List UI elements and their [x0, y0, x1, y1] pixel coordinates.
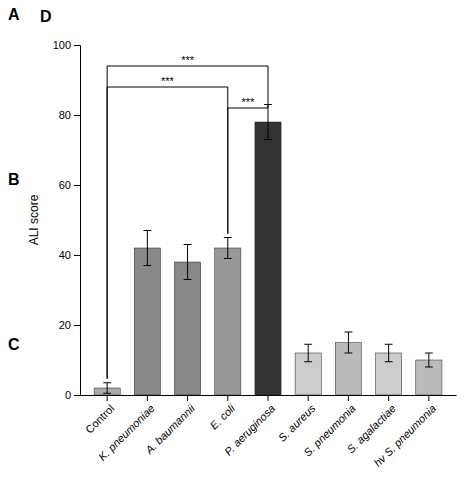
panel-label: B: [8, 171, 20, 188]
error-bar: [224, 238, 232, 259]
error-cap: [304, 344, 312, 345]
error-bar: [304, 344, 312, 362]
x-tick-label: A. baumannii: [142, 402, 197, 457]
y-tick-label: 0: [65, 389, 71, 401]
y-tick-label: 80: [59, 109, 71, 121]
y-tick-mark: [74, 45, 80, 46]
y-tick-label: 40: [59, 249, 71, 261]
error-cap: [103, 393, 111, 394]
x-tick-label: S. aureus: [276, 402, 318, 444]
error-cap: [224, 258, 232, 259]
x-tick-mark: [348, 395, 349, 401]
significance-label: ***: [161, 75, 175, 87]
bar: [134, 248, 160, 395]
significance: *** *** ***: [107, 54, 268, 379]
x-tick: hv S. pneumonia: [371, 395, 438, 469]
y-tick-label: 20: [59, 319, 71, 331]
x-tick-mark: [428, 395, 429, 401]
error-bar: [385, 344, 393, 362]
y-tick: 60: [59, 179, 80, 191]
error-cap: [345, 353, 353, 354]
bar: [175, 262, 201, 395]
panel-label: C: [8, 336, 20, 353]
y-axis-line: [74, 46, 81, 396]
y-tick: 0: [65, 389, 80, 401]
x-tick-mark: [187, 395, 188, 401]
bars: [94, 105, 442, 396]
x-tick-label: Control: [83, 402, 117, 436]
x-tick-mark: [107, 395, 108, 401]
error-bar: [143, 231, 151, 266]
x-tick-label: hv S. pneumonia: [371, 402, 438, 469]
y-tick-mark: [74, 115, 80, 116]
y-tick: 100: [53, 39, 80, 51]
chart: 0 20 40 60 80 100 ControlK. pneumoniaeA. bauma…: [0, 0, 476, 500]
x-axis: ControlK. pneumoniaeA. baumannii E. coliP…: [81, 395, 457, 469]
error-cap: [385, 361, 393, 362]
x-tick: S. aureus: [276, 395, 318, 444]
x-tick-label: K. pneumoniae: [96, 402, 157, 463]
error-stem: [107, 383, 108, 394]
x-tick-label: P. aeruginosa: [222, 402, 277, 457]
error-bar: [425, 353, 433, 367]
significance-label: ***: [241, 96, 255, 108]
error-stem: [268, 105, 269, 140]
error-stem: [308, 344, 309, 362]
error-stem: [428, 353, 429, 367]
y-tick-mark: [74, 255, 80, 256]
error-bar: [264, 105, 272, 140]
significance-bracket: [228, 101, 268, 234]
y-axis: 0 20 40 60 80 100: [53, 39, 81, 401]
y-tick-mark: [74, 395, 80, 396]
significance-bracket: [107, 66, 268, 379]
error-cap: [103, 382, 111, 383]
error-bar: [184, 245, 192, 280]
error-bar: [103, 383, 111, 394]
error-cap: [425, 367, 433, 368]
error-cap: [385, 344, 393, 345]
bar: [255, 122, 281, 395]
x-tick: A. baumannii: [142, 395, 197, 457]
x-tick-mark: [388, 395, 389, 401]
error-cap: [184, 244, 192, 245]
y-tick-mark: [74, 325, 80, 326]
y-tick-label: 100: [53, 39, 71, 51]
error-cap: [345, 332, 353, 333]
error-stem: [348, 332, 349, 353]
significance-label: ***: [181, 54, 195, 66]
x-tick-mark: [268, 395, 269, 401]
x-tick: P. aeruginosa: [222, 395, 277, 458]
error-stem: [147, 231, 148, 266]
y-tick: 80: [59, 109, 80, 121]
bar: [215, 248, 241, 395]
error-cap: [143, 265, 151, 266]
error-stem: [227, 238, 228, 259]
x-tick-mark: [227, 395, 228, 401]
error-cap: [304, 361, 312, 362]
y-tick-mark: [74, 185, 80, 186]
x-tick-mark: [308, 395, 309, 401]
y-tick: 40: [59, 249, 80, 261]
x-tick: Control: [83, 395, 117, 436]
y-tick: 20: [59, 319, 80, 331]
error-cap: [425, 353, 433, 354]
error-cap: [264, 139, 272, 140]
significance-bracket: [107, 87, 228, 379]
x-tick: E. coli: [207, 395, 237, 432]
x-tick-mark: [147, 395, 148, 401]
y-label: ALI score: [27, 194, 41, 245]
error-cap: [184, 279, 192, 280]
plot: 0 20 40 60 80 100 ControlK. pneumoniaeA. bauma…: [53, 39, 457, 469]
error-stem: [388, 344, 389, 362]
y-tick-label: 60: [59, 179, 71, 191]
error-bar: [345, 332, 353, 353]
error-cap: [143, 230, 151, 231]
panel-label: D: [40, 8, 52, 25]
x-tick-label: E. coli: [207, 402, 237, 432]
error-cap: [224, 237, 232, 238]
panel-label: A: [8, 6, 20, 23]
error-stem: [187, 245, 188, 280]
